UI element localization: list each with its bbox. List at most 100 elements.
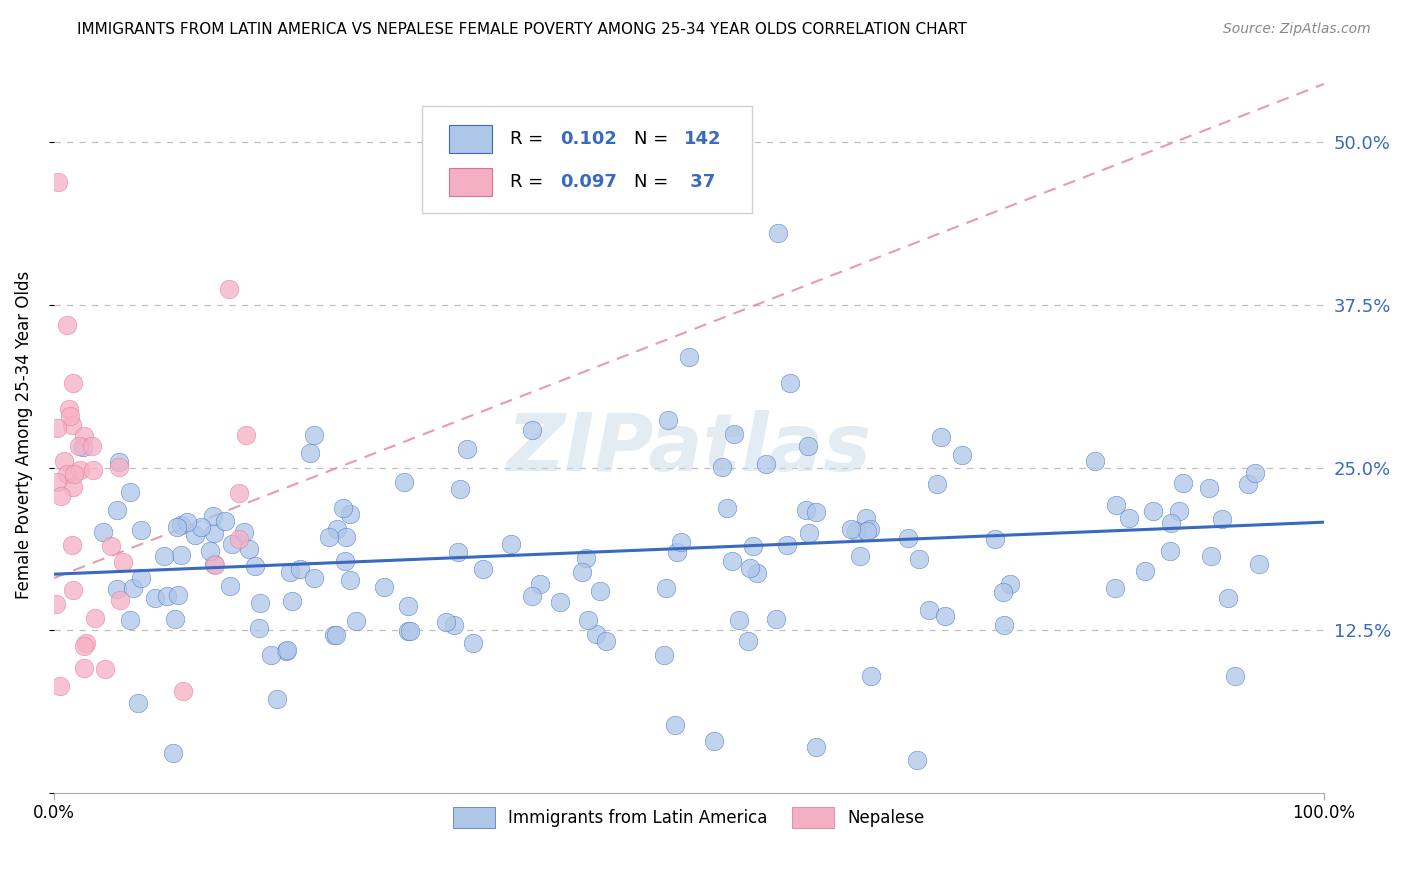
Point bbox=[107, 455, 129, 469]
Point bbox=[1133, 564, 1156, 578]
Point bbox=[91, 524, 114, 539]
Point bbox=[447, 545, 470, 559]
Point bbox=[143, 591, 166, 605]
Point bbox=[49, 679, 72, 693]
Point bbox=[520, 423, 543, 437]
Point bbox=[332, 500, 354, 515]
Text: N =: N = bbox=[634, 130, 675, 148]
Point bbox=[105, 582, 128, 597]
Point bbox=[740, 561, 762, 575]
Point bbox=[100, 539, 122, 553]
Point bbox=[304, 427, 326, 442]
Point bbox=[108, 459, 131, 474]
Point bbox=[73, 660, 96, 674]
Point bbox=[110, 592, 132, 607]
Point bbox=[1104, 499, 1126, 513]
Point bbox=[848, 549, 870, 563]
Point bbox=[260, 648, 283, 662]
Point bbox=[165, 611, 187, 625]
Point bbox=[950, 448, 973, 462]
Y-axis label: Female Poverty Among 25-34 Year Olds: Female Poverty Among 25-34 Year Olds bbox=[15, 271, 32, 599]
Point bbox=[1142, 504, 1164, 518]
Point bbox=[62, 480, 84, 494]
Point bbox=[129, 572, 152, 586]
Point bbox=[1118, 511, 1140, 525]
Point bbox=[276, 642, 298, 657]
Point bbox=[274, 644, 297, 658]
Point bbox=[578, 613, 600, 627]
Point bbox=[335, 530, 357, 544]
Point bbox=[162, 746, 184, 760]
Point bbox=[298, 446, 321, 460]
Point bbox=[575, 551, 598, 566]
Point bbox=[745, 566, 768, 580]
Point bbox=[228, 486, 250, 500]
FancyBboxPatch shape bbox=[449, 125, 492, 153]
Point bbox=[75, 636, 97, 650]
Point bbox=[443, 618, 465, 632]
Point bbox=[83, 611, 105, 625]
FancyBboxPatch shape bbox=[449, 168, 492, 196]
Point bbox=[202, 508, 225, 523]
Point bbox=[934, 608, 956, 623]
Point bbox=[765, 612, 787, 626]
Point bbox=[804, 505, 827, 519]
Point bbox=[67, 439, 90, 453]
Text: 0.102: 0.102 bbox=[561, 130, 617, 148]
Point bbox=[589, 583, 612, 598]
Text: R =: R = bbox=[510, 130, 548, 148]
Point bbox=[249, 596, 271, 610]
Point bbox=[703, 733, 725, 747]
Point bbox=[520, 590, 543, 604]
Point bbox=[214, 514, 236, 528]
Point bbox=[82, 463, 104, 477]
Point bbox=[678, 350, 700, 364]
Point bbox=[456, 442, 478, 456]
Point bbox=[1216, 591, 1239, 606]
Text: 37: 37 bbox=[683, 173, 716, 191]
Point bbox=[129, 523, 152, 537]
Point bbox=[111, 555, 134, 569]
Text: 142: 142 bbox=[683, 130, 721, 148]
Point bbox=[45, 597, 67, 611]
Point bbox=[62, 376, 84, 390]
Point bbox=[501, 537, 523, 551]
Point bbox=[69, 463, 91, 477]
Point bbox=[318, 530, 340, 544]
Point bbox=[585, 627, 607, 641]
Point bbox=[595, 633, 617, 648]
Point bbox=[55, 467, 77, 481]
Point bbox=[742, 539, 765, 553]
Point bbox=[918, 603, 941, 617]
Point bbox=[449, 482, 471, 496]
Point bbox=[1160, 516, 1182, 530]
Point bbox=[59, 409, 82, 423]
Point bbox=[993, 585, 1015, 599]
Point bbox=[73, 428, 96, 442]
Point bbox=[245, 559, 267, 574]
Text: IMMIGRANTS FROM LATIN AMERICA VS NEPALESE FEMALE POVERTY AMONG 25-34 YEAR OLDS C: IMMIGRANTS FROM LATIN AMERICA VS NEPALES… bbox=[77, 22, 967, 37]
Point bbox=[60, 538, 83, 552]
Text: 0.097: 0.097 bbox=[561, 173, 617, 191]
Point bbox=[1171, 476, 1194, 491]
Point bbox=[860, 669, 883, 683]
Point bbox=[775, 538, 797, 552]
Point bbox=[170, 517, 193, 532]
Point bbox=[710, 459, 733, 474]
Point bbox=[839, 522, 862, 536]
Point bbox=[984, 533, 1007, 547]
Point bbox=[166, 520, 188, 534]
Point bbox=[396, 624, 419, 638]
Point bbox=[232, 524, 254, 539]
Point bbox=[797, 526, 820, 541]
Point bbox=[45, 475, 67, 489]
Point bbox=[856, 524, 879, 538]
Point bbox=[1237, 477, 1260, 491]
Point bbox=[907, 753, 929, 767]
Point bbox=[897, 531, 920, 545]
Point bbox=[288, 562, 311, 576]
Point bbox=[190, 520, 212, 534]
Point bbox=[105, 503, 128, 517]
Point bbox=[571, 565, 593, 579]
Point bbox=[247, 621, 270, 635]
